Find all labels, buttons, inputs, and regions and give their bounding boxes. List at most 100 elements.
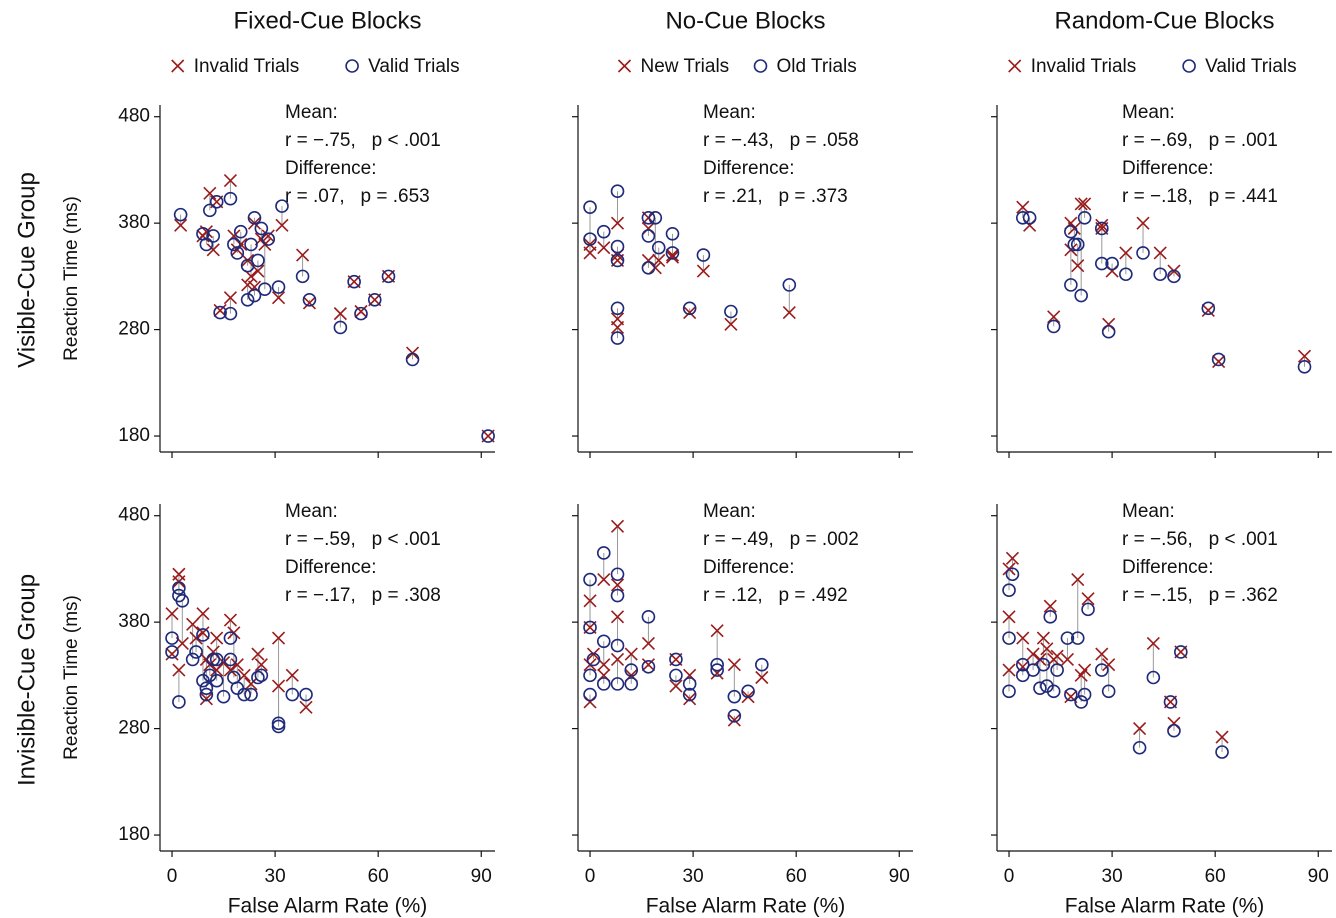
circle-marker (1174, 645, 1188, 659)
cross-marker (597, 241, 611, 255)
cross-marker (1005, 551, 1020, 565)
circle-marker (1105, 256, 1119, 271)
circle-marker (710, 657, 724, 672)
circle-marker (1002, 684, 1016, 699)
circle-marker (247, 211, 262, 225)
circle-marker (1064, 687, 1078, 702)
circle-marker (199, 237, 214, 252)
cross-marker (1050, 649, 1064, 663)
cross-marker (299, 700, 313, 714)
circle-marker (1046, 319, 1061, 334)
circle-marker (1005, 567, 1020, 582)
annotation: Difference: (1122, 557, 1214, 578)
cross-marker (171, 59, 185, 73)
circle-marker (203, 203, 217, 218)
cross-marker (234, 237, 248, 252)
circle-marker (209, 652, 224, 667)
cross-marker (610, 610, 625, 624)
x-axis-label: False Alarm Rate (%) (1065, 895, 1265, 918)
cross-marker (610, 578, 625, 592)
x-axis-label: False Alarm Rate (%) (228, 895, 428, 918)
cross-marker (669, 679, 683, 693)
circle-marker (696, 248, 711, 262)
cross-marker (624, 647, 638, 661)
cross-marker (296, 248, 310, 262)
cross-marker (1119, 246, 1133, 260)
cross-marker (1153, 246, 1167, 260)
circle-marker (610, 588, 625, 603)
annotation: r = −.59, p < .001 (285, 529, 441, 550)
circle-marker (1119, 267, 1133, 282)
circle-marker (367, 292, 382, 307)
x-tick-label: 30 (1102, 866, 1123, 887)
circle-marker (583, 620, 597, 635)
y-tick-label: 280 (118, 718, 150, 739)
circle-marker (1211, 352, 1226, 367)
cross-marker (782, 305, 796, 320)
cross-marker (1215, 730, 1229, 744)
cross-marker (244, 677, 258, 691)
annotation: r = .12, p = .492 (703, 585, 848, 606)
circle-marker (354, 306, 368, 321)
circle-marker (247, 288, 262, 303)
cross-marker (223, 291, 238, 305)
circle-marker (1077, 687, 1092, 702)
circle-marker (199, 681, 214, 695)
y-tick-label: 380 (118, 611, 150, 632)
cross-marker (1133, 722, 1147, 736)
cross-marker (1008, 59, 1022, 73)
circle-marker (1201, 301, 1216, 316)
circle-marker (275, 199, 289, 213)
circle-marker (271, 719, 286, 734)
cross-marker (727, 713, 741, 727)
circle-marker (755, 657, 769, 672)
x-tick-label: 0 (585, 866, 596, 887)
cross-marker (648, 261, 662, 275)
cross-marker (641, 636, 656, 651)
circle-marker (610, 184, 625, 199)
circle-marker (165, 631, 179, 645)
circle-marker (347, 274, 361, 289)
circle-marker (583, 572, 597, 587)
cross-marker (271, 679, 286, 693)
circle-marker (1167, 723, 1181, 738)
circle-marker (1074, 288, 1088, 303)
cross-marker (1060, 652, 1075, 666)
cross-marker (254, 658, 268, 672)
cross-marker (1297, 349, 1312, 363)
panel-title: Fixed-Cue Blocks (233, 7, 421, 34)
y-tick-label: 180 (118, 824, 150, 845)
circle-marker (610, 239, 625, 254)
cross-marker (230, 658, 244, 672)
cross-marker (165, 607, 179, 621)
circle-marker (1050, 663, 1064, 677)
circle-marker (648, 211, 663, 225)
circle-marker (213, 305, 227, 320)
circle-marker (172, 695, 186, 709)
circle-marker (665, 226, 680, 241)
circle-marker (257, 282, 272, 296)
circle-marker (227, 237, 241, 252)
circle-marker (624, 677, 639, 691)
circle-marker (596, 224, 611, 239)
circle-marker (583, 687, 597, 702)
panel-title: Random-Cue Blocks (1054, 7, 1274, 34)
cross-marker (1074, 197, 1088, 211)
cross-marker (1212, 354, 1226, 369)
cross-marker (186, 617, 200, 631)
cross-marker (683, 692, 697, 706)
circle-marker (1015, 211, 1030, 225)
cross-marker (1036, 631, 1050, 645)
x-tick-label: 90 (471, 866, 492, 887)
circle-marker (583, 668, 597, 683)
circle-marker (727, 689, 742, 704)
circle-marker (1015, 657, 1030, 672)
circle-marker (610, 638, 625, 653)
circle-marker (741, 684, 755, 699)
circle-marker (1101, 324, 1116, 339)
circle-marker (610, 301, 625, 316)
circle-marker (1136, 246, 1150, 260)
circle-marker (244, 237, 258, 252)
cross-marker (610, 320, 625, 335)
cross-marker (189, 631, 203, 645)
